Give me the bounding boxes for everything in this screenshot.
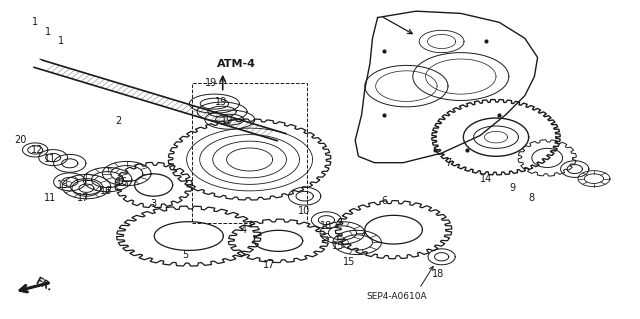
Text: 20: 20 [14,135,27,145]
Text: 13: 13 [56,180,69,190]
Polygon shape [228,219,328,263]
Text: 11: 11 [44,193,56,203]
Text: 1: 1 [45,27,51,37]
Text: 2: 2 [115,116,122,126]
Text: 12: 12 [31,145,44,155]
Text: 16: 16 [99,186,112,197]
Text: 16: 16 [115,177,128,187]
Polygon shape [335,201,452,259]
Text: 18: 18 [320,221,333,232]
Bar [192,83,307,223]
Polygon shape [518,140,577,176]
Text: 14: 14 [480,174,493,184]
Text: FR.: FR. [33,276,54,293]
Text: 8: 8 [528,193,534,203]
Text: 19: 19 [214,97,227,107]
Text: 17: 17 [262,260,275,270]
Polygon shape [115,162,192,208]
Polygon shape [116,206,261,266]
Text: 5: 5 [182,250,189,260]
Text: 1: 1 [32,17,38,27]
Text: 15: 15 [342,256,355,267]
Text: 11: 11 [44,154,56,165]
Polygon shape [432,100,560,175]
Text: 15: 15 [332,241,344,251]
Text: 7: 7 [445,158,451,168]
Text: 4: 4 [240,225,246,235]
Text: 6: 6 [381,196,387,206]
Text: 9: 9 [509,183,515,193]
Text: 19: 19 [221,116,234,126]
Text: 1: 1 [58,36,64,47]
Text: SEP4-A0610A: SEP4-A0610A [367,292,427,301]
Text: ATM-4: ATM-4 [218,59,256,69]
Text: 19: 19 [205,78,218,88]
Text: 18: 18 [432,269,445,279]
Text: 10: 10 [298,205,310,216]
Text: 3: 3 [150,199,157,209]
Text: 17: 17 [77,193,90,203]
